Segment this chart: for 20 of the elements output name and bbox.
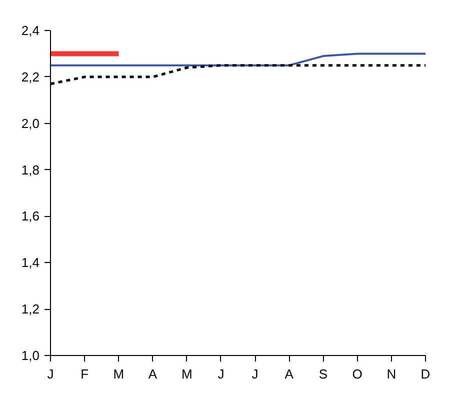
y-tick-label: 2,4 (21, 23, 40, 38)
x-tick-label: N (386, 366, 396, 382)
y-tick-label: 1,6 (21, 208, 40, 224)
x-tick-label: O (352, 366, 362, 382)
x-tick-label: A (148, 366, 158, 382)
y-tick-label: 1,0 (21, 348, 40, 363)
x-tick-label: M (181, 366, 192, 382)
y-tick-label: 1,8 (21, 162, 40, 178)
x-tick-label: J (218, 366, 224, 382)
x-tick-label: M (113, 366, 124, 382)
x-tick-label: D (420, 366, 430, 382)
y-tick-label: 2,0 (21, 116, 40, 131)
y-tick-label: 1,2 (21, 302, 40, 317)
x-tick-label: A (284, 366, 294, 382)
x-tick-label: J (47, 366, 54, 382)
x-tick-label: F (80, 366, 89, 382)
y-tick-label: 1,4 (21, 255, 40, 270)
x-tick-label: S (318, 366, 328, 382)
y-tick-label: 2,2 (21, 69, 40, 84)
x-tick-label: J (252, 366, 258, 382)
